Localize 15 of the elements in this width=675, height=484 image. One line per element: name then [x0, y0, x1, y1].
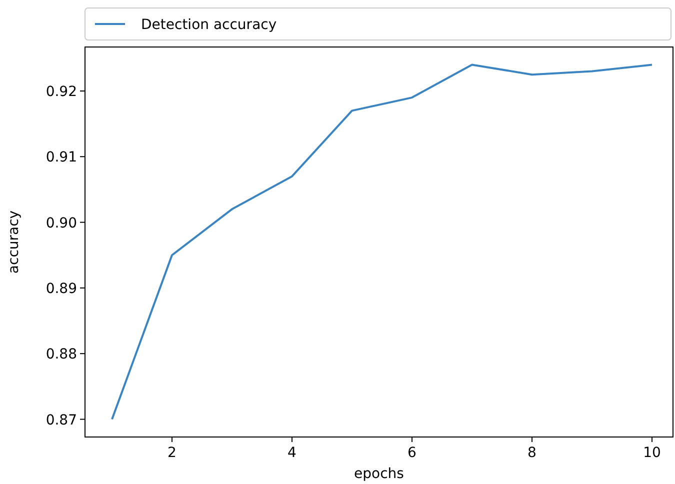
x-tick-label: 8	[528, 445, 536, 461]
x-tick-label: 6	[408, 445, 417, 461]
y-tick-label: 0.92	[46, 84, 77, 100]
x-tick-label: 10	[643, 445, 661, 461]
y-tick-label: 0.88	[46, 346, 77, 363]
x-tick-label: 2	[168, 445, 176, 461]
y-axis-title: accuracy	[6, 210, 22, 274]
y-tick-label: 0.87	[46, 412, 77, 428]
y-tick-label: 0.90	[46, 215, 77, 232]
y-tick-label: 0.89	[46, 280, 77, 297]
y-tick-label: 0.91	[46, 150, 77, 166]
legend-label: Detection accuracy	[141, 17, 277, 33]
x-axis-title: epochs	[354, 466, 404, 482]
x-tick-label: 4	[288, 445, 297, 461]
line-series	[111, 64, 653, 420]
